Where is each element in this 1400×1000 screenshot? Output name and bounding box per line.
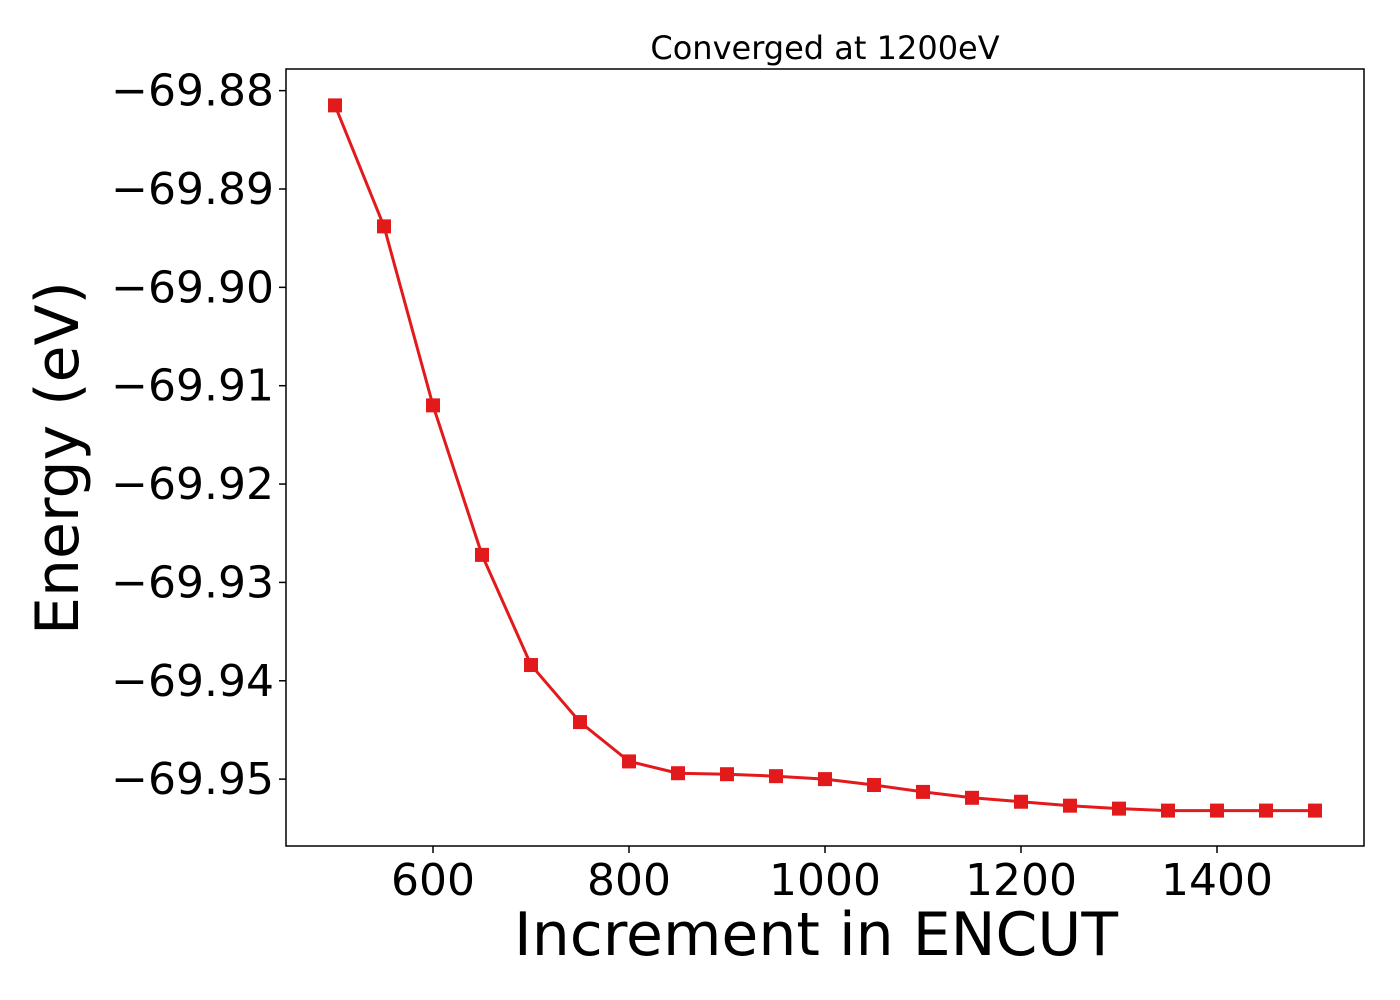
- data-point-marker: [622, 754, 636, 769]
- x-tick-label: 1400: [1161, 855, 1273, 906]
- data-point-marker: [328, 98, 342, 113]
- data-point-marker: [1112, 801, 1126, 816]
- data-point-marker: [720, 767, 734, 782]
- data-point-marker: [573, 715, 587, 730]
- data-point-marker: [965, 790, 979, 805]
- data-point-marker: [916, 784, 930, 799]
- y-axis-label: Energy (eV): [23, 281, 93, 635]
- y-tick-label: −69.92: [111, 459, 274, 510]
- y-tick-label: −69.88: [111, 66, 274, 117]
- data-point-marker: [1014, 794, 1028, 809]
- y-axis: −69.88 −69.89 −69.90 −69.91 −69.92 −69.93 −69.…: [111, 66, 286, 805]
- x-axis-label: Increment in ENCUT: [514, 900, 1118, 970]
- series-energy: [328, 98, 1322, 818]
- plot-area-frame: [285, 68, 1365, 847]
- data-point-marker: [1161, 803, 1175, 818]
- y-tick-label: −69.93: [111, 557, 274, 608]
- data-point-marker: [867, 778, 881, 793]
- x-tick-label: 600: [391, 855, 475, 906]
- series-line: [333, 104, 1315, 813]
- data-point-marker: [1259, 803, 1273, 818]
- x-tick-label: 1200: [965, 855, 1077, 906]
- y-tick-label: −69.95: [111, 754, 274, 805]
- data-point-marker: [671, 766, 685, 781]
- data-point-marker: [1063, 798, 1077, 813]
- data-point-marker: [1210, 803, 1224, 818]
- data-point-marker: [475, 547, 489, 562]
- x-tick-label: 1000: [769, 855, 881, 906]
- chart-title: Converged at 1200eV: [650, 29, 999, 67]
- data-point-marker: [818, 772, 832, 787]
- data-point-marker: [524, 658, 538, 673]
- data-point-marker: [377, 219, 391, 234]
- x-axis: 600 800 1000 1200 1400: [391, 846, 1273, 906]
- data-point-marker: [769, 769, 783, 784]
- data-point-marker: [426, 398, 440, 413]
- y-tick-label: −69.91: [111, 361, 274, 412]
- y-tick-label: −69.90: [111, 262, 274, 313]
- data-point-marker: [1308, 803, 1322, 818]
- y-tick-label: −69.89: [111, 164, 274, 215]
- x-tick-label: 800: [587, 855, 671, 906]
- y-tick-label: −69.94: [111, 656, 274, 707]
